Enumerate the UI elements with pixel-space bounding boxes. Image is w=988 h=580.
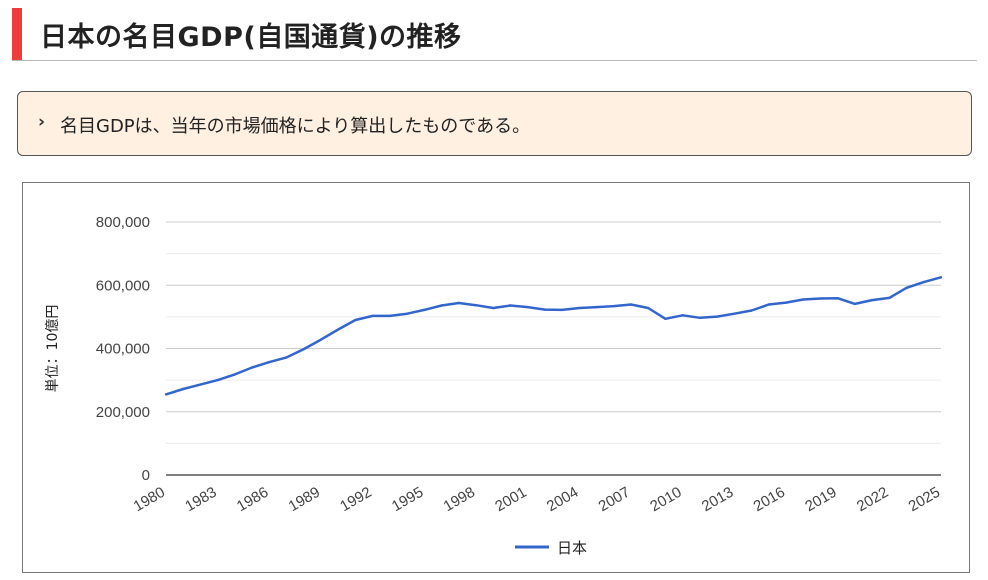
page-title: 日本の名目GDP(自国通貨)の推移: [40, 22, 462, 53]
chart-svg: 0 200,000 400,000 600,000 800,000 1980 1983 198…: [45, 214, 943, 557]
data-point: [612, 304, 615, 308]
data-point: [423, 308, 426, 312]
series-line-japan: [165, 276, 942, 396]
chevron-right-icon: ›: [38, 112, 46, 132]
y-axis-title: 単位：10億円: [45, 305, 61, 393]
data-point: [440, 304, 443, 307]
x-tick-label: 1983: [182, 484, 219, 515]
y-tick-label: 600,000: [96, 277, 150, 294]
section-heading: 日本の名目GDP(自国通貨)の推移: [12, 8, 977, 61]
data-point: [216, 378, 219, 382]
x-tick-label: 1986: [234, 484, 271, 515]
x-tick-label: 2025: [906, 484, 943, 515]
data-point: [199, 383, 202, 386]
data-point: [595, 305, 598, 309]
data-point: [870, 298, 874, 302]
legend-label: 日本: [557, 539, 587, 557]
data-point: [405, 312, 409, 315]
y-tick-label: 0: [142, 467, 150, 484]
x-tick-label: 1998: [441, 484, 478, 515]
data-point: [560, 308, 564, 312]
data-point: [543, 308, 547, 311]
data-point: [629, 303, 633, 306]
x-tick-label: 1980: [131, 484, 168, 515]
data-point: [268, 360, 271, 364]
x-tick-label: 2001: [492, 484, 529, 515]
data-point: [354, 318, 357, 322]
y-tick-label: 200,000: [96, 404, 150, 421]
x-tick-label: 2019: [802, 484, 839, 515]
data-point: [182, 387, 185, 391]
x-tick-label: 2022: [854, 484, 891, 515]
data-point: [836, 297, 839, 300]
data-point: [853, 302, 857, 306]
data-point: [698, 316, 702, 320]
data-point: [526, 305, 529, 309]
data-point: [285, 356, 288, 359]
data-point: [939, 276, 943, 279]
data-point: [647, 306, 650, 310]
data-point: [750, 309, 753, 312]
data-point: [802, 298, 805, 301]
heading-accent-bar: [12, 8, 22, 60]
data-point: [233, 373, 237, 376]
data-point: [164, 393, 168, 396]
data-point: [474, 303, 478, 307]
data-point: [784, 301, 788, 304]
data-point: [509, 304, 512, 307]
data-point: [819, 297, 822, 300]
data-point: [715, 315, 719, 318]
data-point: [888, 296, 891, 300]
data-point: [922, 280, 925, 284]
data-point: [578, 306, 581, 310]
data-point: [681, 314, 684, 317]
data-point: [337, 328, 340, 331]
data-point: [371, 314, 374, 318]
y-tick-label: 400,000: [96, 341, 150, 358]
data-point: [767, 303, 770, 306]
x-tick-label: 1992: [337, 484, 374, 515]
data-point: [664, 317, 667, 320]
note-text: 名目GDPは、当年の市場価格により算出したものである。: [60, 116, 531, 137]
x-tick-label: 2004: [544, 484, 581, 515]
x-tick-label: 2016: [751, 484, 788, 515]
x-tick-label: 2010: [647, 484, 684, 515]
note-box: › 名目GDPは、当年の市場価格により算出したものである。: [17, 91, 972, 156]
data-point: [492, 306, 495, 310]
data-point: [302, 347, 305, 351]
x-tick-label: 2007: [596, 484, 633, 515]
y-tick-label: 800,000: [96, 214, 150, 231]
data-point: [457, 301, 460, 305]
x-tick-label: 1989: [286, 484, 323, 515]
data-point: [319, 338, 323, 341]
x-tick-label: 2013: [699, 484, 736, 515]
data-point: [905, 286, 908, 289]
gdp-chart: 0 200,000 400,000 600,000 800,000 1980 1983 198…: [22, 182, 970, 573]
data-point: [388, 314, 392, 318]
data-point: [733, 312, 736, 315]
data-point: [250, 366, 254, 369]
x-tick-label: 1995: [389, 484, 426, 515]
